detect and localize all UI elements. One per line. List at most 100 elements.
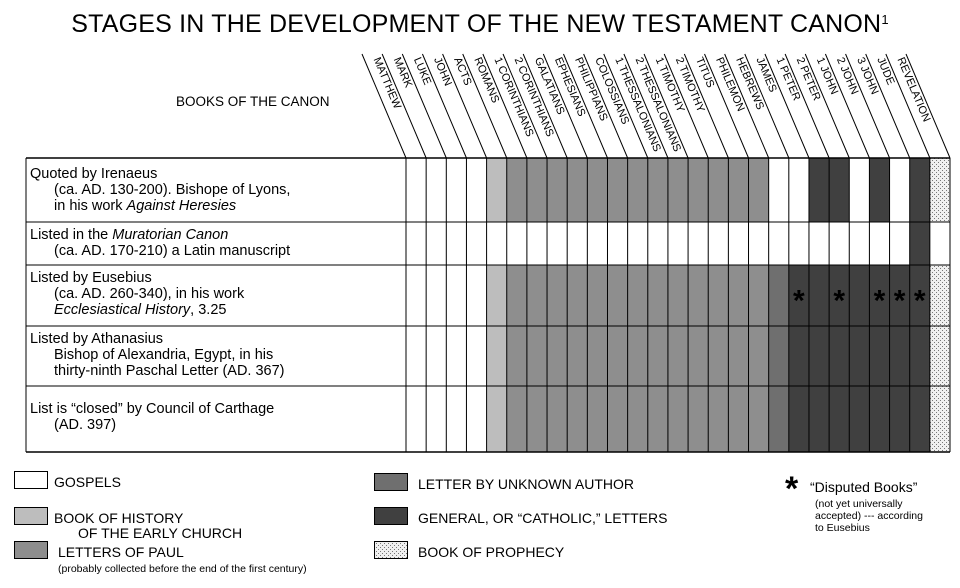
cell-luke-stage-1 <box>446 158 467 222</box>
stage-carthage: List is “closed” by Council of Carthage … <box>30 401 275 433</box>
cell-philemon-stage-4 <box>748 326 769 386</box>
page-title: STAGES IN THE DEVELOPMENT OF THE NEW TES… <box>71 10 889 38</box>
cell-ephesians-stage-1 <box>587 158 608 222</box>
disputed-marker: * <box>833 285 845 318</box>
cell-ephesians-stage-2 <box>587 222 608 265</box>
cell-3-john-stage-1 <box>889 158 910 222</box>
cell-galatians-stage-2 <box>567 222 588 265</box>
legend-prophecy: BOOK OF PROPHECY <box>418 544 565 560</box>
cell-1-thessalonians-stage-2 <box>647 222 668 265</box>
cell-mark-stage-5 <box>426 386 447 452</box>
cell-2-john-stage-2 <box>869 222 890 265</box>
cell-philippians-stage-5 <box>607 386 628 452</box>
disputed-marker: * <box>894 285 906 318</box>
cell-2-timothy-stage-5 <box>708 386 729 452</box>
cell-mark-stage-4 <box>426 326 447 386</box>
cell-titus-stage-4 <box>728 326 749 386</box>
cell-luke-stage-3 <box>446 265 467 326</box>
cell-1-john-stage-4 <box>849 326 870 386</box>
cell-2-corinthians-stage-5 <box>547 386 568 452</box>
cell-acts-stage-3 <box>486 265 507 326</box>
cell-1-corinthians-stage-1 <box>526 158 548 222</box>
cell-matthew-stage-1 <box>406 158 427 222</box>
asterisk-icon: * <box>785 470 799 508</box>
cell-2-thessalonians-stage-5 <box>667 386 689 452</box>
cell-1-john-stage-3 <box>849 265 870 326</box>
stage-irenaeus: Quoted by Irenaeus (ca. AD. 130-200). Bi… <box>30 166 291 214</box>
cell-3-john-stage-5 <box>889 386 910 452</box>
cell-2-john-stage-4 <box>869 326 890 386</box>
cell-1-peter-stage-5 <box>808 386 830 452</box>
cell-titus-stage-1 <box>728 158 749 222</box>
cell-john-stage-1 <box>466 158 487 222</box>
cell-matthew-stage-4 <box>406 326 427 386</box>
cell-1-timothy-stage-1 <box>688 158 709 222</box>
cell-revelation-stage-2 <box>929 222 950 265</box>
legend-paul-note: (probably collected before the end of th… <box>58 563 307 575</box>
cell-1-thessalonians-stage-3 <box>647 265 668 326</box>
cell-hebrews-stage-3 <box>768 265 789 326</box>
cell-1-thessalonians-stage-4 <box>647 326 668 386</box>
cell-1-john-stage-5 <box>849 386 870 452</box>
cell-jude-stage-3 <box>909 265 930 326</box>
legend-paul-swatch <box>14 541 48 559</box>
cell-revelation-stage-4 <box>929 326 950 386</box>
cell-hebrews-stage-2 <box>768 222 789 265</box>
cell-john-stage-5 <box>466 386 487 452</box>
cell-titus-stage-3 <box>728 265 749 326</box>
legend-gospels: GOSPELS <box>54 474 121 490</box>
cell-john-stage-4 <box>466 326 487 386</box>
cell-2-peter-stage-5 <box>829 386 850 452</box>
cell-philippians-stage-4 <box>607 326 628 386</box>
cell-2-peter-stage-3 <box>829 265 850 326</box>
cell-2-timothy-stage-2 <box>708 222 729 265</box>
cell-2-john-stage-5 <box>869 386 890 452</box>
cell-mark-stage-1 <box>426 158 447 222</box>
prophecy-pattern-icon <box>374 541 408 559</box>
cell-luke-stage-4 <box>446 326 467 386</box>
cell-2-peter-stage-2 <box>829 222 850 265</box>
cell-2-thessalonians-stage-3 <box>667 265 689 326</box>
cell-1-timothy-stage-5 <box>688 386 709 452</box>
cell-james-stage-3 <box>788 265 809 326</box>
legend-gospels-swatch <box>14 471 48 489</box>
cell-romans-stage-5 <box>506 386 527 452</box>
cell-1-corinthians-stage-4 <box>526 326 548 386</box>
cell-1-peter-stage-3 <box>808 265 830 326</box>
cell-matthew-stage-2 <box>406 222 427 265</box>
cell-galatians-stage-4 <box>567 326 588 386</box>
cell-2-thessalonians-stage-4 <box>667 326 689 386</box>
cell-philippians-stage-1 <box>607 158 628 222</box>
cell-hebrews-stage-4 <box>768 326 789 386</box>
cell-philemon-stage-3 <box>748 265 769 326</box>
legend-history: BOOK OF HISTORY OF THE EARLY CHURCH <box>54 510 243 541</box>
cell-romans-stage-3 <box>506 265 527 326</box>
cell-titus-stage-5 <box>728 386 749 452</box>
cell-2-peter-stage-4 <box>829 326 850 386</box>
cell-2-corinthians-stage-3 <box>547 265 568 326</box>
cell-2-corinthians-stage-1 <box>547 158 568 222</box>
cell-galatians-stage-5 <box>567 386 588 452</box>
cell-1-peter-stage-4 <box>808 326 830 386</box>
cell-philippians-stage-3 <box>607 265 628 326</box>
cell-james-stage-1 <box>788 158 809 222</box>
cell-jude-stage-1 <box>909 158 930 222</box>
cell-3-john-stage-3 <box>889 265 910 326</box>
cell-1-thessalonians-stage-1 <box>647 158 668 222</box>
cell-colossians-stage-1 <box>627 158 648 222</box>
cell-1-peter-stage-2 <box>808 222 830 265</box>
legend-general-swatch <box>374 507 408 525</box>
cell-romans-stage-4 <box>506 326 527 386</box>
cell-matthew-stage-5 <box>406 386 427 452</box>
cell-2-john-stage-1 <box>869 158 890 222</box>
cell-2-timothy-stage-1 <box>708 158 729 222</box>
legend-unknown-swatch <box>374 473 408 491</box>
cell-jude-stage-4 <box>909 326 930 386</box>
stage-muratorian: Listed in the Muratorian Canon (ca. AD. … <box>30 227 291 259</box>
footnote-marker: 1 <box>881 12 889 27</box>
cell-revelation-stage-3 <box>929 265 950 326</box>
cell-mark-stage-3 <box>426 265 447 326</box>
legend-general: GENERAL, OR “CATHOLIC,” LETTERS <box>418 510 668 526</box>
legend-paul: LETTERS OF PAUL <box>58 544 184 560</box>
